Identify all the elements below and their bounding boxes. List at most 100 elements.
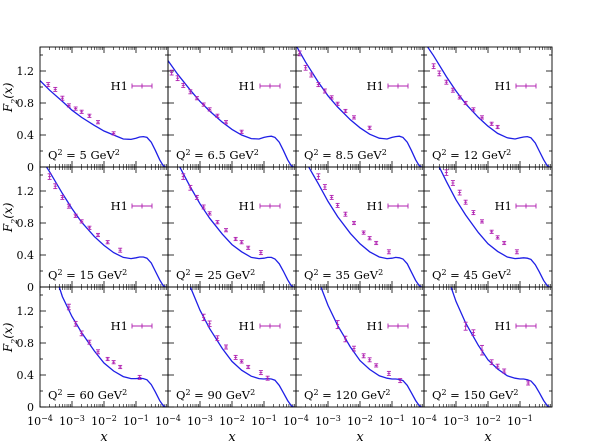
panel-1: H1 Q2 = 5 GeV2 — [39, 46, 169, 168]
legend-marker — [387, 83, 409, 89]
h1-data-point — [463, 199, 468, 205]
h1-data-point — [361, 353, 366, 359]
y-tick-label: 0.4 — [17, 369, 35, 382]
y-tick-label: 0 — [27, 401, 34, 414]
panel-3: H1 Q2 = 8.5 GeV2 — [295, 46, 425, 168]
h1-data-point — [96, 349, 101, 355]
h1-data-point — [471, 107, 476, 112]
theory-curve — [308, 167, 423, 287]
h1-data-point — [224, 344, 229, 350]
x-tick-label: 10−1 — [507, 414, 533, 429]
y-tick-label: 0.8 — [17, 97, 35, 110]
x-axis-label: x — [228, 430, 236, 445]
legend-marker — [131, 83, 153, 89]
panel-12: H1 Q2 = 150 GeV2 — [423, 286, 553, 408]
h1-data-point — [495, 124, 500, 130]
y-tick-label: 0.4 — [17, 249, 35, 262]
theory-curve — [179, 167, 295, 287]
h1-data-point — [201, 313, 206, 322]
h1-data-point — [258, 250, 263, 256]
h1-data-point — [444, 169, 449, 176]
h1-data-point — [239, 129, 244, 134]
h1-data-point — [207, 107, 212, 112]
theory-curve — [320, 287, 423, 407]
h1-data-point — [502, 240, 507, 246]
h1-data-point — [53, 183, 58, 190]
panel-2: H1 Q2 = 6.5 GeV2 — [167, 46, 297, 168]
h1-data-point — [489, 359, 494, 366]
h1-data-point — [322, 88, 327, 94]
h1-data-point — [495, 235, 500, 240]
h1-data-point — [73, 106, 78, 111]
h1-data-point — [246, 245, 251, 250]
h1-data-point — [450, 180, 455, 186]
panel-8: H1 Q2 = 45 GeV2 — [423, 166, 553, 288]
x-tick-label: 10−4 — [155, 414, 181, 429]
x-tick-label: 10−2 — [91, 414, 117, 429]
h1-data-point — [437, 70, 442, 77]
h1-data-point — [181, 82, 186, 88]
legend-marker — [131, 203, 153, 209]
h1-data-point — [96, 232, 101, 238]
panel-q2-label: Q2 = 5 GeV2 — [48, 148, 120, 163]
legend-label: H1 — [239, 319, 256, 333]
h1-data-point — [343, 335, 348, 343]
legend-marker — [387, 323, 409, 329]
x-tick-label: 10−3 — [315, 414, 341, 429]
h1-data-point — [169, 69, 174, 76]
h1-data-point — [352, 115, 357, 120]
h1-data-point — [471, 210, 476, 216]
h1-data-point — [215, 113, 220, 118]
h1-data-point — [118, 247, 123, 253]
h1-data-point — [224, 120, 229, 125]
h1-data-point — [303, 64, 308, 71]
h1-data-point — [46, 82, 51, 88]
h1-data-point — [489, 229, 494, 234]
legend-label: H1 — [111, 199, 128, 213]
legend-marker — [259, 323, 281, 329]
h1-data-point — [66, 103, 71, 108]
x-tick-label: 10−3 — [59, 414, 85, 429]
h1-data-point — [526, 380, 531, 386]
h1-data-point — [73, 320, 78, 327]
x-tick-label: 10−3 — [443, 414, 469, 429]
h1-data-point — [322, 184, 327, 190]
h1-data-point — [207, 320, 212, 328]
y-axis-label: F2(x) — [1, 202, 19, 233]
h1-data-point — [489, 121, 494, 126]
h1-data-point — [137, 374, 142, 380]
h1-data-point — [188, 89, 193, 95]
panel-q2-label: Q2 = 35 GeV2 — [304, 268, 383, 283]
h1-data-point — [450, 87, 455, 93]
legend-label: H1 — [495, 319, 512, 333]
h1-data-point — [480, 219, 485, 224]
h1-data-point — [258, 370, 263, 376]
h1-data-point — [111, 360, 116, 365]
h1-data-point — [343, 108, 348, 114]
h1-data-point — [66, 303, 71, 311]
h1-data-point — [335, 101, 340, 106]
h1-data-point — [207, 211, 212, 216]
h1-data-point — [246, 364, 251, 370]
panel-q2-label: Q2 = 45 GeV2 — [432, 268, 511, 283]
h1-data-point — [457, 189, 462, 196]
h1-data-point — [463, 321, 468, 331]
h1-data-point — [201, 204, 206, 210]
legend-label: H1 — [367, 199, 384, 213]
panel-q2-label: Q2 = 150 GeV2 — [432, 388, 518, 403]
y-tick-label: 0.8 — [17, 337, 35, 350]
y-tick-label: 1.2 — [17, 65, 35, 78]
panel-9: H1 Q2 = 60 GeV2 — [39, 286, 169, 408]
h1-data-point — [398, 378, 403, 384]
h1-data-point — [386, 370, 391, 376]
legend-marker — [515, 83, 537, 89]
legend-label: H1 — [495, 79, 512, 93]
h1-data-point — [316, 173, 321, 180]
panel-q2-label: Q2 = 60 GeV2 — [48, 388, 127, 403]
panel-6: H1 Q2 = 25 GeV2 — [167, 166, 297, 288]
x-tick-label: 10−2 — [475, 414, 501, 429]
theory-curve — [438, 167, 551, 287]
panel-7: H1 Q2 = 35 GeV2 — [295, 166, 425, 288]
h1-data-point — [66, 203, 71, 209]
h1-data-point — [463, 100, 468, 106]
